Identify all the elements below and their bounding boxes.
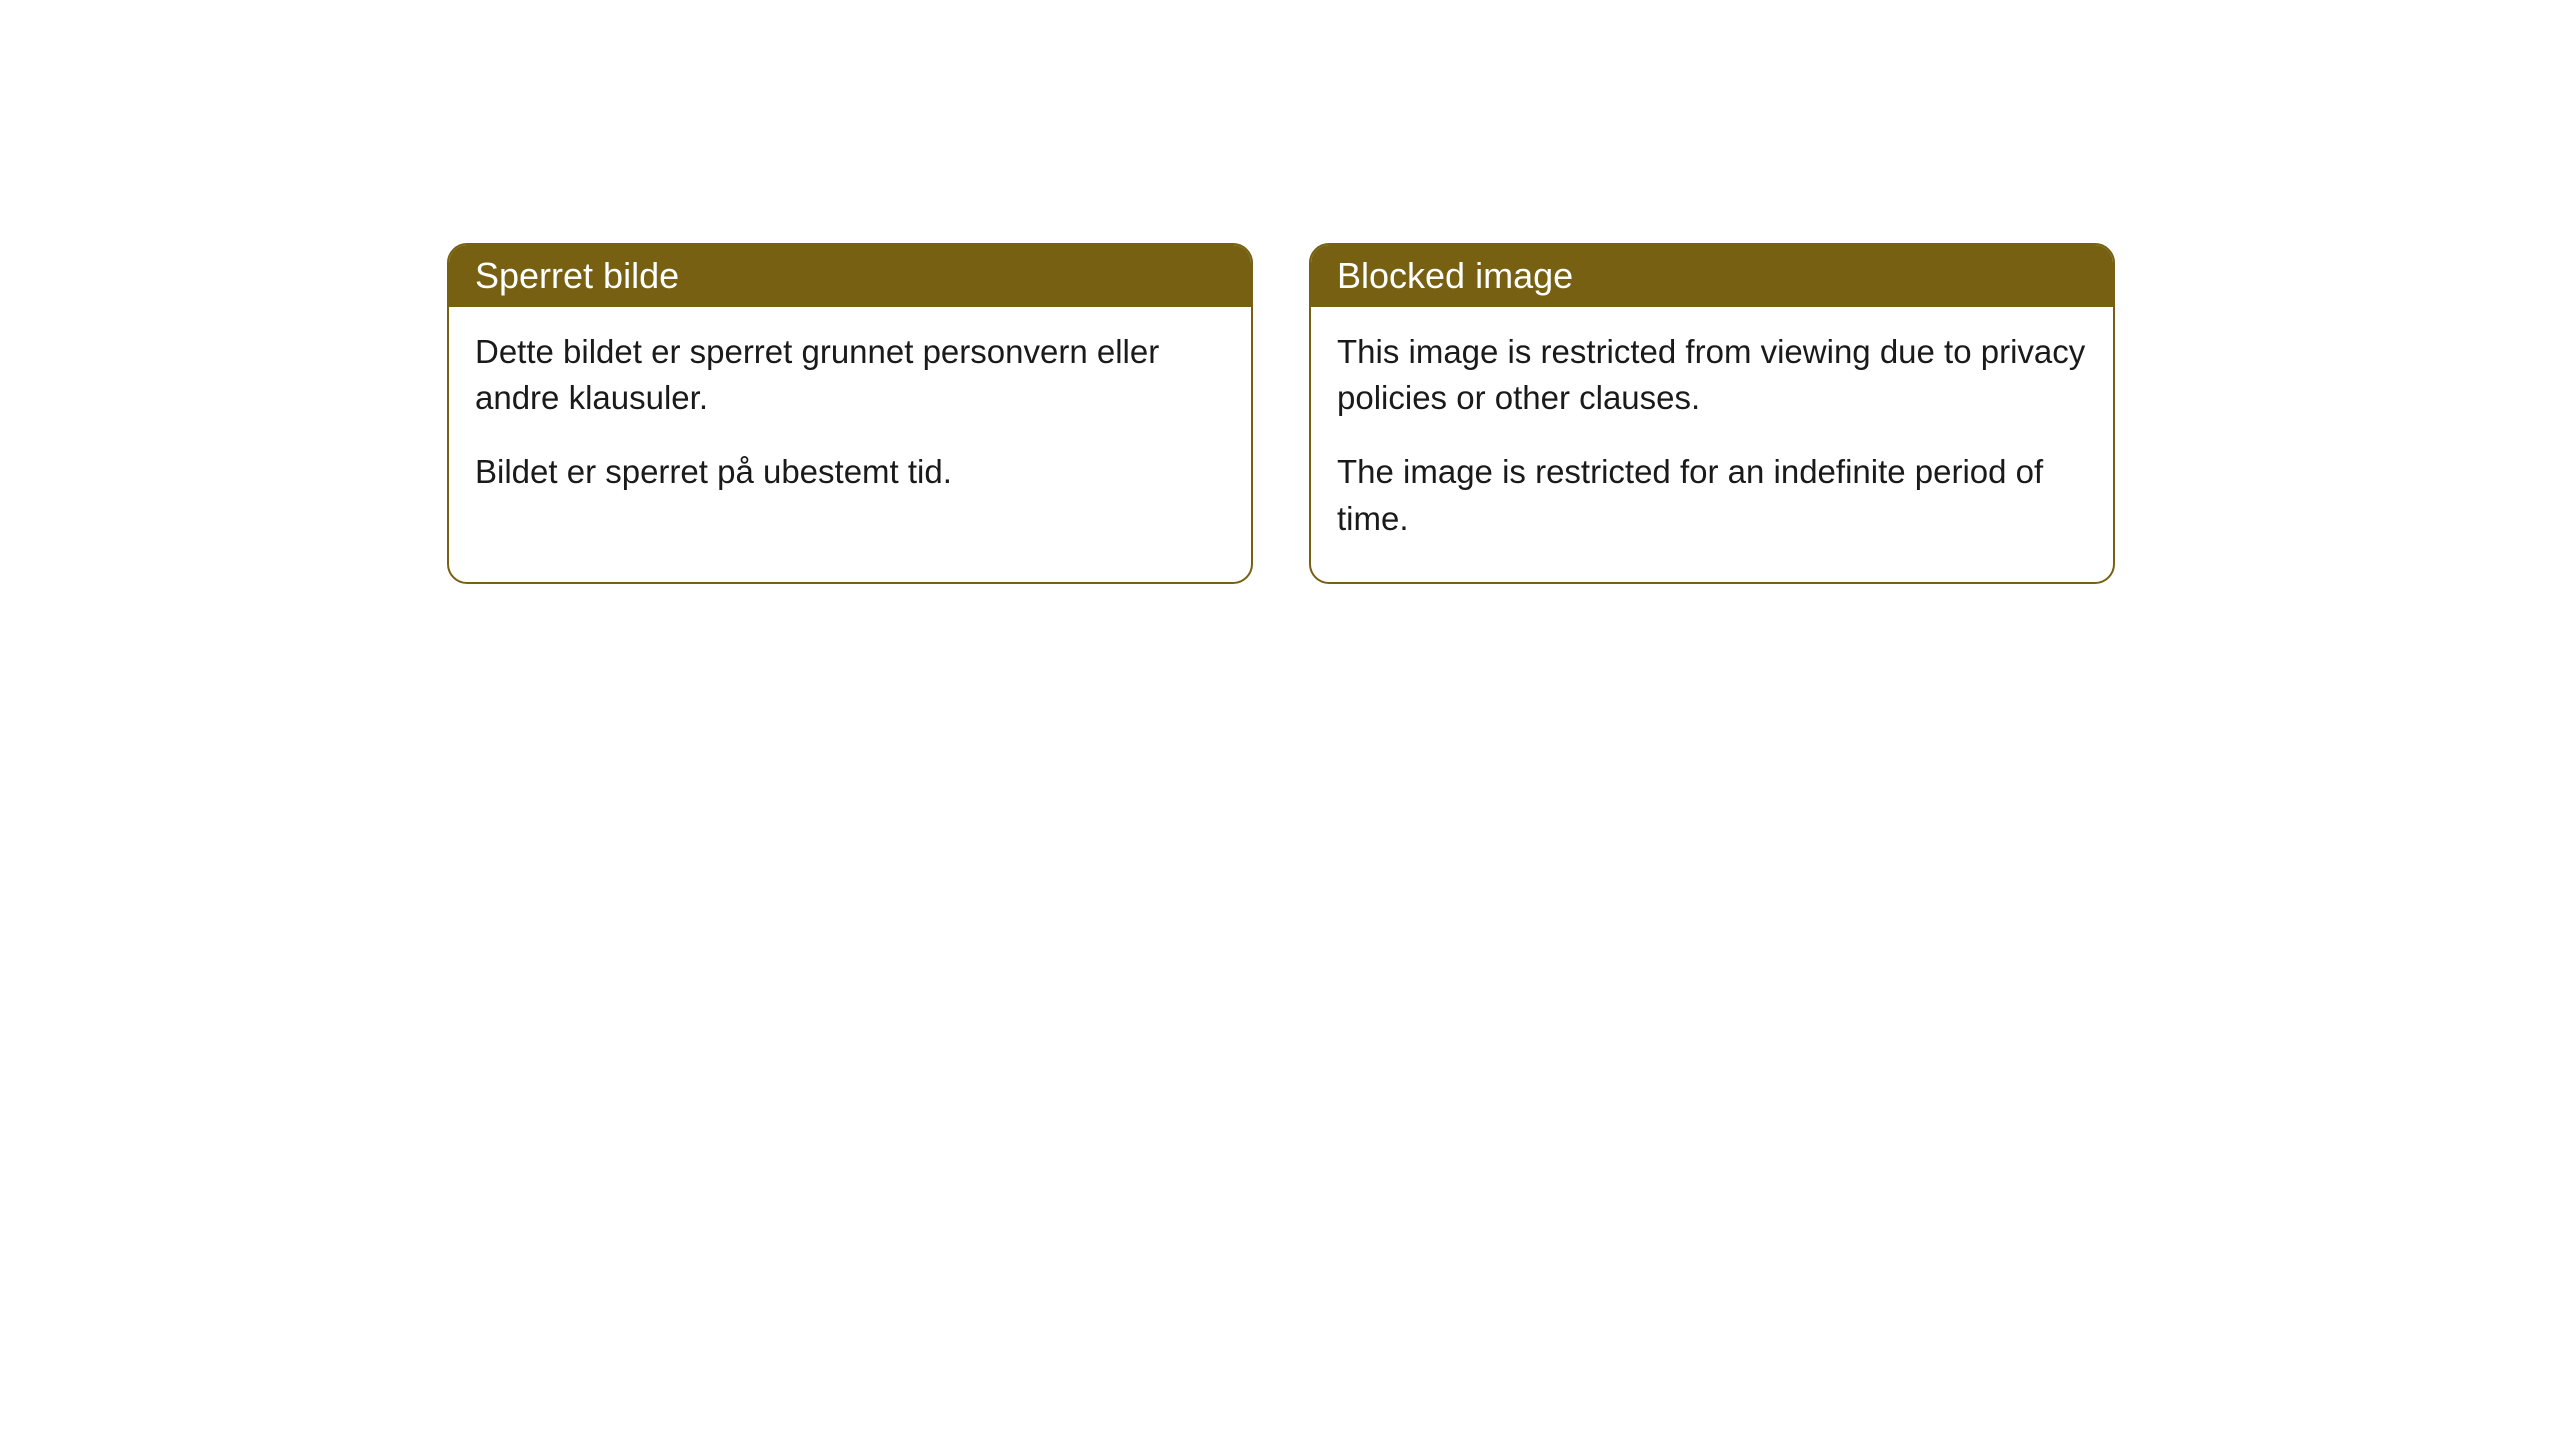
card-title: Sperret bilde xyxy=(475,255,679,296)
card-paragraph-2: Bildet er sperret på ubestemt tid. xyxy=(475,449,1225,495)
card-title: Blocked image xyxy=(1337,255,1573,296)
card-paragraph-1: Dette bildet er sperret grunnet personve… xyxy=(475,329,1225,421)
card-paragraph-2: The image is restricted for an indefinit… xyxy=(1337,449,2087,541)
notice-cards-container: Sperret bilde Dette bildet er sperret gr… xyxy=(447,243,2115,584)
card-body-norwegian: Dette bildet er sperret grunnet personve… xyxy=(449,307,1251,536)
card-body-english: This image is restricted from viewing du… xyxy=(1311,307,2113,582)
card-paragraph-1: This image is restricted from viewing du… xyxy=(1337,329,2087,421)
notice-card-norwegian: Sperret bilde Dette bildet er sperret gr… xyxy=(447,243,1253,584)
notice-card-english: Blocked image This image is restricted f… xyxy=(1309,243,2115,584)
card-header-norwegian: Sperret bilde xyxy=(449,245,1251,307)
card-header-english: Blocked image xyxy=(1311,245,2113,307)
